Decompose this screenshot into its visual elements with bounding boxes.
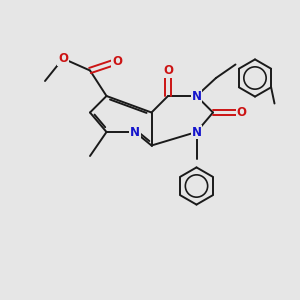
Text: N: N <box>191 125 202 139</box>
Text: O: O <box>112 55 122 68</box>
Text: O: O <box>163 64 173 77</box>
Text: O: O <box>58 52 68 65</box>
Text: N: N <box>130 125 140 139</box>
Text: N: N <box>191 89 202 103</box>
Text: O: O <box>236 106 247 119</box>
